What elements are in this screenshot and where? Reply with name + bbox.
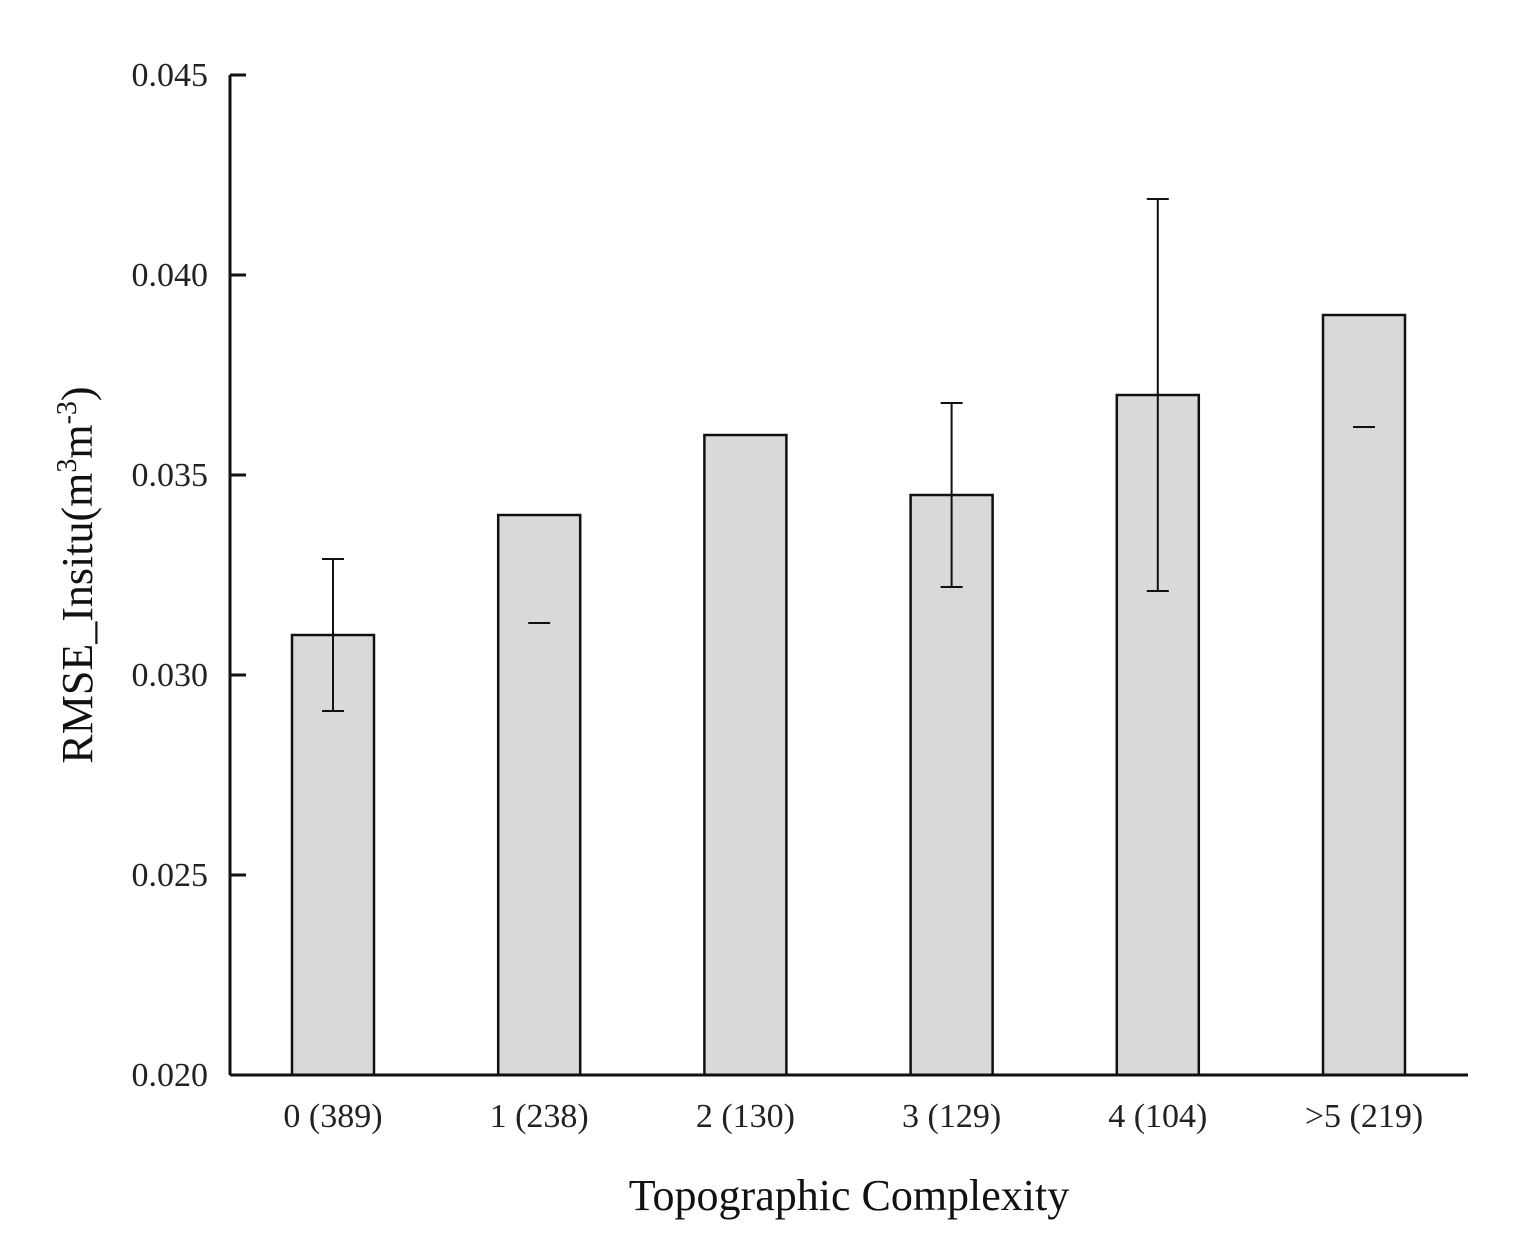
- x-axis-tick-labels: 0 (389) 1 (238) 2 (130) 3 (129) 4 (104) >5 (2…: [283, 1098, 1423, 1135]
- y-axis-title: RMSE_Insitu(m3m-3): [52, 386, 102, 763]
- y-tick-label: 0.020: [132, 1057, 209, 1094]
- x-axis-title: Topographic Complexity: [629, 1171, 1070, 1220]
- bar: [703, 433, 788, 1077]
- y-tick-label: 0.035: [132, 457, 209, 494]
- y-tick-label: 0.040: [132, 257, 209, 294]
- x-tick-label: 1 (238): [490, 1098, 589, 1135]
- y-axis-title-prefix: RMSE_Insitu(m: [53, 473, 102, 764]
- y-axis-title-sup2: -3: [52, 401, 83, 424]
- bars: [290, 313, 1407, 1077]
- bar: [496, 513, 582, 1077]
- x-tick-label: 3 (129): [902, 1098, 1001, 1135]
- bar: [909, 493, 994, 1077]
- y-axis-ticks: 0.020 0.025 0.030 0.035 0.040 0.045: [132, 57, 246, 1094]
- bar: [1321, 313, 1407, 1077]
- y-tick-label: 0.030: [132, 657, 209, 694]
- x-tick-label: 2 (130): [696, 1098, 795, 1135]
- y-tick-label: 0.025: [132, 857, 209, 894]
- x-tick-label: 0 (389): [283, 1098, 382, 1135]
- y-axis-title-middle: m: [53, 424, 102, 458]
- y-axis-title-sup1: 3: [52, 459, 83, 473]
- y-axis-title-suffix: ): [53, 386, 102, 401]
- error-bars: [322, 198, 1375, 712]
- x-tick-label: 4 (104): [1108, 1098, 1207, 1135]
- y-tick-label: 0.045: [132, 57, 209, 94]
- x-tick-label: >5 (219): [1305, 1098, 1423, 1135]
